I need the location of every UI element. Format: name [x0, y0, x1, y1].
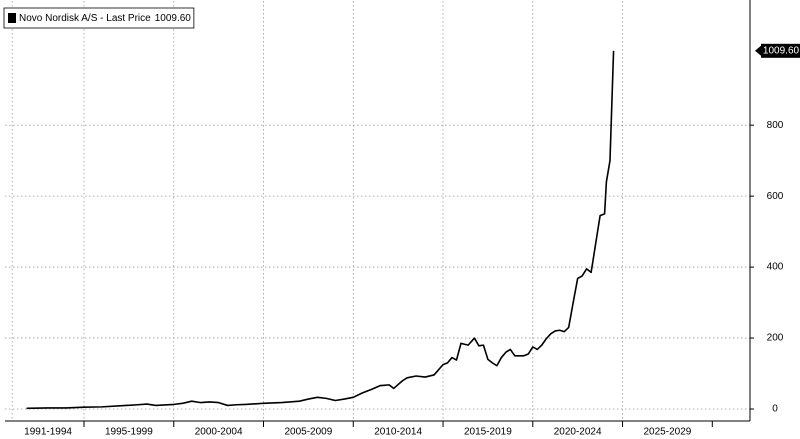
- y-tick-label: 600: [767, 191, 784, 202]
- price-line: [26, 50, 615, 410]
- legend-swatch: [8, 13, 16, 23]
- y-tick-label: 0: [772, 404, 778, 415]
- legend-label: Novo Nordisk A/S - Last Price 1009.60: [19, 13, 191, 24]
- x-tick-label: 2000-2004: [195, 427, 243, 438]
- x-tick-label: 2005-2009: [284, 427, 332, 438]
- y-tick-label: 400: [767, 262, 784, 273]
- y-tick-label: 200: [767, 333, 784, 344]
- legend-name: Novo Nordisk A/S - Last Price: [19, 13, 151, 24]
- last-value-label: 1009.60: [763, 45, 800, 56]
- last-value-pointer: [755, 45, 761, 56]
- x-tick-label: 1991-1994: [24, 427, 72, 438]
- legend-last: 1009.60: [155, 13, 192, 24]
- last-value-box: [761, 43, 800, 58]
- x-tick-label: 2010-2014: [374, 427, 422, 438]
- y-tick-label: 800: [767, 120, 784, 131]
- x-tick-label: 2015-2019: [464, 427, 512, 438]
- x-tick-label: 2020-2024: [554, 427, 602, 438]
- x-tick-label: 2025-2029: [644, 427, 692, 438]
- legend-box: [3, 7, 195, 29]
- x-tick-label: 1995-1999: [105, 427, 153, 438]
- legend: Novo Nordisk A/S - Last Price 1009.60: [3, 7, 195, 29]
